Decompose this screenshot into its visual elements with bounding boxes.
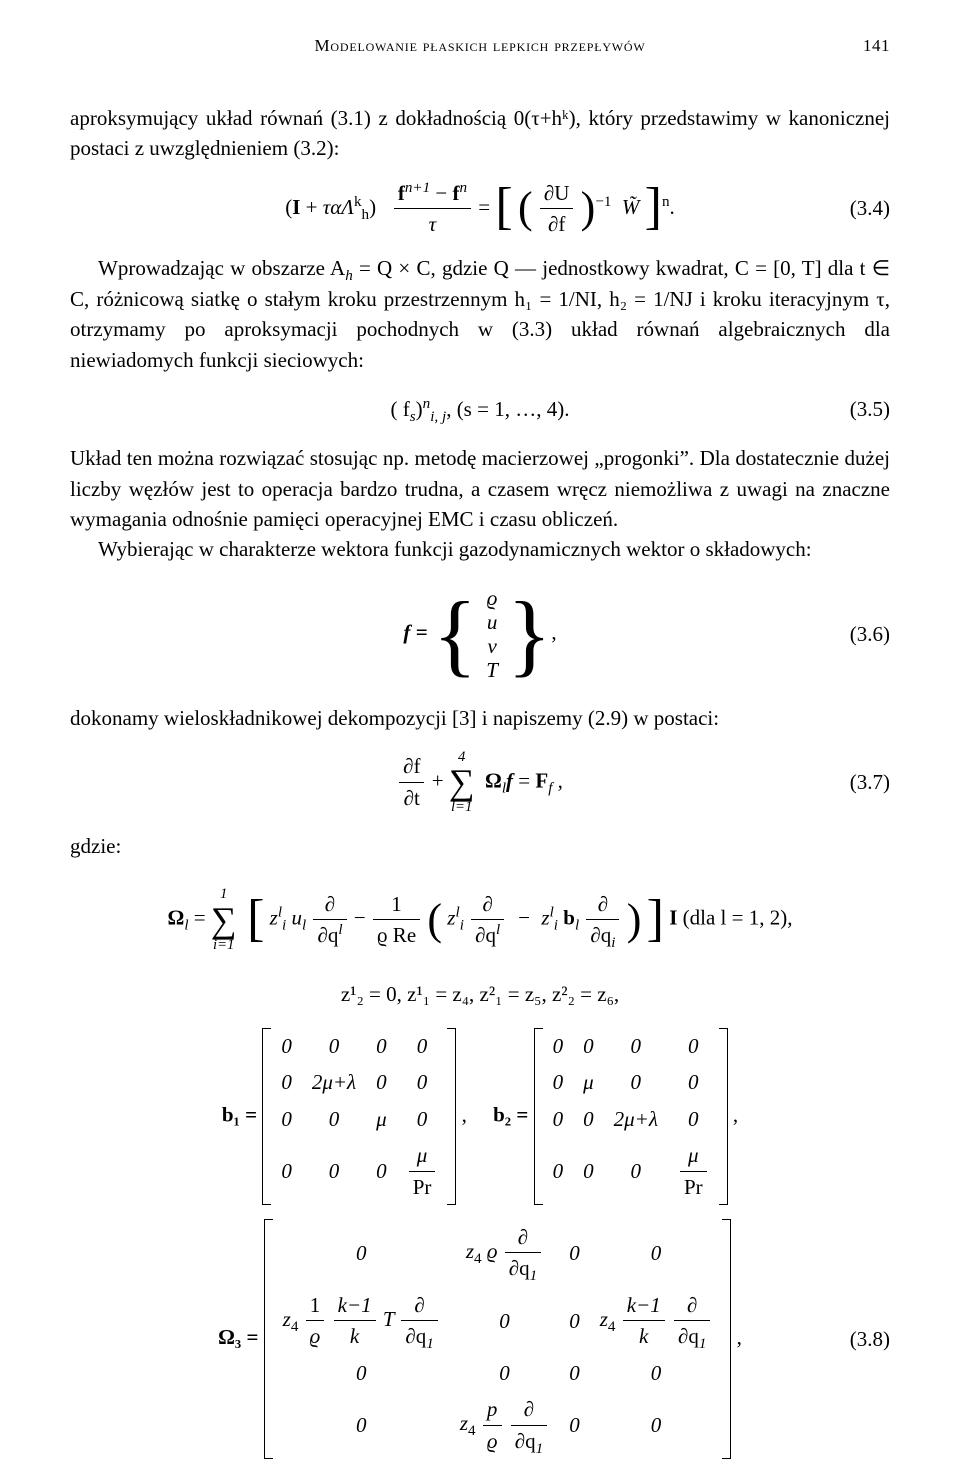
equation-3-6: f = { ϱ u v T }, (3.6) [70, 579, 890, 689]
para-4: Wybierając w charakterze wektora funkcji… [70, 534, 890, 564]
equation-3-4: (I + ταΛkh) fn+1 − fn τ = [ ( ∂U ∂f )−1 … [70, 178, 890, 240]
eqnum-3-8: (3.8) [850, 1324, 890, 1354]
matrix-b2: 0000 0μ00 002μ+λ0 000μPr [543, 1028, 719, 1205]
matrix-omega3: 0 z4 ϱ ∂∂q1 0 0 z4 1ϱ k−1k T ∂∂q1 0 0 z4… [273, 1219, 723, 1459]
b1-b2-matrices: b₁ = 0000 02μ+λ00 00μ0 000μPr , b₂ = 000… [70, 1028, 890, 1205]
para-1: aproksymujący układ równań (3.1) z dokła… [70, 103, 890, 164]
para-5: dokonamy wieloskładnikowej dekompozycji … [70, 703, 890, 733]
equation-3-5: ( fs)ni, j, (s = 1, …, 4). (3.5) [70, 389, 890, 429]
page-number: 141 [863, 34, 890, 59]
para-3: Układ ten można rozwiązać stosując np. m… [70, 443, 890, 534]
eqnum-3-5: (3.5) [850, 394, 890, 424]
z-defs: z¹₂ = 0, z¹₁ = z₄, z²₁ = z₅, z²₂ = z₆, [70, 974, 890, 1014]
eqnum-3-6: (3.6) [850, 619, 890, 649]
eqnum-3-7: (3.7) [850, 767, 890, 797]
matrix-b1: 0000 02μ+λ00 00μ0 000μPr [271, 1028, 447, 1205]
equation-3-8: Ω₃ = 0 z4 ϱ ∂∂q1 0 0 z4 1ϱ k−1k T ∂∂q1 0… [70, 1219, 890, 1459]
where-label: gdzie: [70, 831, 890, 861]
omega-l-def: Ωl = 1 ∑ i=1 [ zli ul ∂∂ql − 1ϱ Re ( zli… [70, 880, 890, 960]
equation-3-7: ∂f∂t + 4 ∑ l=1 Ωlf = Ff , (3.7) [70, 747, 890, 817]
running-title: Modelowanie płaskich lepkich przepływów [314, 34, 645, 59]
eqnum-3-4: (3.4) [850, 193, 890, 223]
para-2: Wprowadzając w obszarze Ah = Q × C, gdzi… [70, 253, 890, 375]
